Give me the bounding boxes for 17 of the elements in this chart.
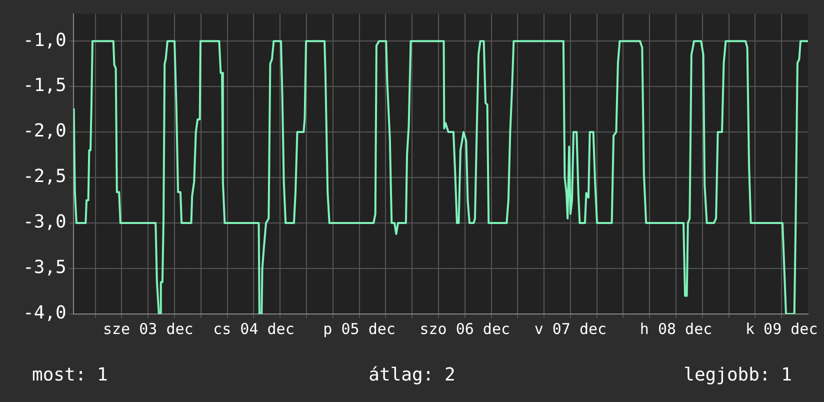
x-tick-label: cs 04 dec [213, 320, 294, 338]
y-tick-label: -1,0 [22, 30, 66, 51]
text: most: 1 [32, 364, 108, 386]
x-tick-label: p 05 dec [323, 320, 396, 338]
y-tick-label: -3,0 [22, 212, 66, 233]
x-tick-label: k 09 dec [745, 320, 818, 338]
y-tick-label: -2,0 [22, 120, 66, 142]
x-tick-label: v 07 dec [534, 320, 607, 338]
text: legjobb: 1 [684, 364, 792, 386]
x-tick-label: sze 03 dec [102, 320, 194, 338]
y-tick-label: -4,0 [22, 302, 66, 324]
x-tick-label: szo 06 dec [420, 320, 510, 338]
x-tick-label: h 08 dec [640, 320, 712, 338]
y-tick-label: -2,5 [22, 166, 66, 188]
text: átlag: 2 [368, 364, 456, 386]
y-tick-label: -3,5 [22, 257, 66, 278]
y-tick-label: -1,5 [22, 75, 66, 96]
